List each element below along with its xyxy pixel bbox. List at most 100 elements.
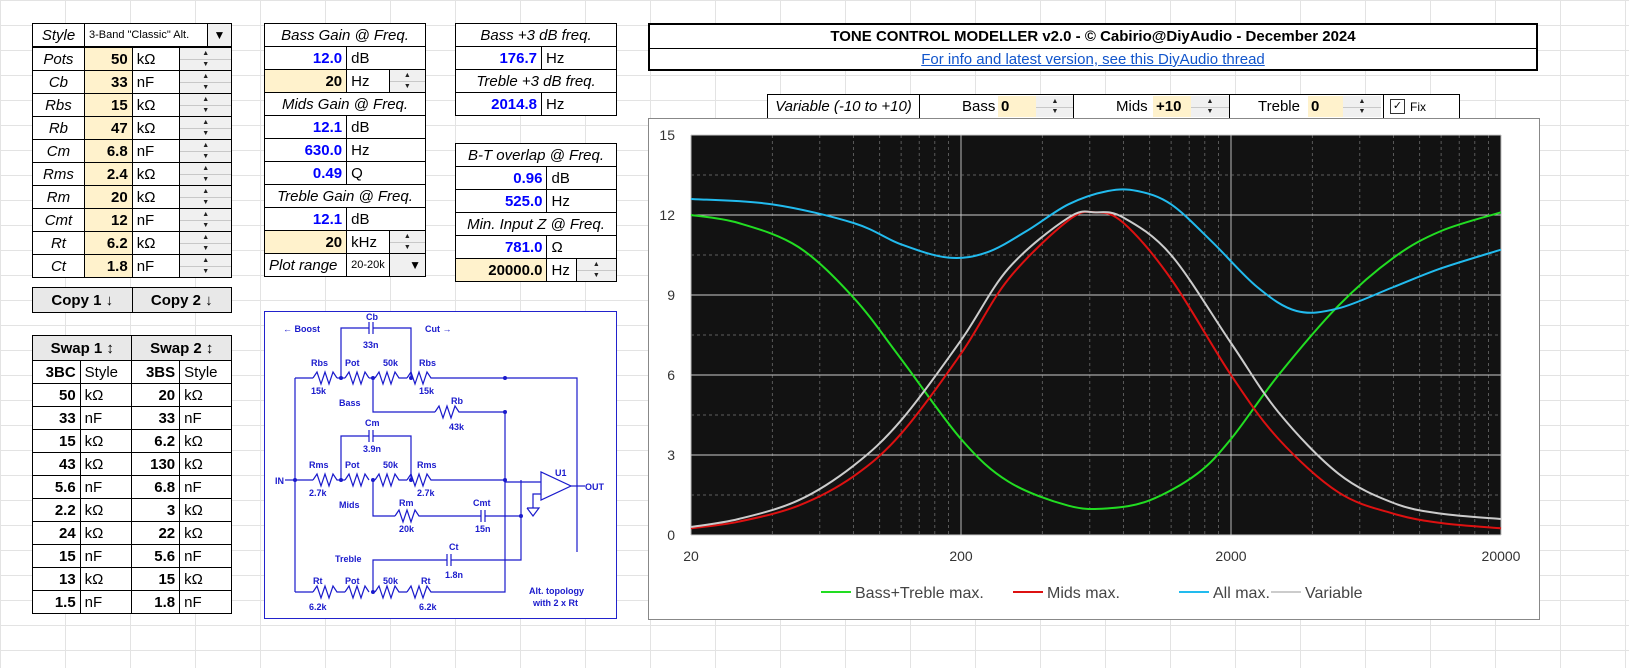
param-name: Pots [32, 47, 85, 71]
parameters-values: Pots 50 kΩ ▲ ▼ Cb 33 nF ▲ ▼ Rbs 15 kΩ ▲ ▼ Rb 47 kΩ ▲ ▼ Cm 6.8… [32, 47, 232, 278]
treble-control-value[interactable]: 0 [1308, 96, 1345, 117]
cut-label: Cut → [425, 324, 452, 334]
style-select[interactable]: 3-Band "Classic" Alt. [84, 23, 208, 47]
param-value[interactable]: 2.4 [83, 162, 133, 186]
bass-control-label: Bass [962, 98, 996, 115]
swap2-button[interactable]: Swap 2 ↕ [131, 335, 232, 361]
min-z-hz-spinner[interactable]: ▲ ▼ [575, 258, 618, 282]
param-spinner[interactable]: ▲ ▼ [179, 231, 232, 255]
param-value[interactable]: 47 [83, 116, 133, 140]
swap-row: 13 kΩ 15 kΩ [32, 567, 232, 591]
ct-label: Ct [449, 542, 459, 552]
plot-range-label: Plot range [263, 253, 348, 277]
rms2-label: Rms [417, 460, 437, 470]
swap1-value: 15 [32, 544, 81, 568]
param-value[interactable]: 20 [83, 185, 133, 209]
swap-row: 50 kΩ 20 kΩ [32, 383, 232, 407]
param-unit: kΩ [131, 162, 181, 186]
u1-label: U1 [555, 468, 567, 478]
mids-control-spinner[interactable]: ▲ ▼ [1191, 96, 1229, 117]
mids-gain-title: Mids Gain @ Freq. [264, 92, 426, 116]
copy1-button[interactable]: Copy 1 ↓ [32, 287, 133, 313]
param-row: Cmt 12 nF ▲ ▼ [32, 208, 232, 232]
param-unit: nF [131, 254, 181, 278]
treble-freq-value[interactable]: 20 [263, 230, 348, 254]
bass-control-value[interactable]: 0 [998, 96, 1037, 117]
bass-freq-value[interactable]: 20 [263, 69, 348, 93]
fix-control: ✓ Fix [1383, 94, 1460, 119]
treble-control-spinner[interactable]: ▲ ▼ [1343, 96, 1381, 117]
ct-value: 1.8n [445, 570, 463, 580]
cmt-value: 15n [475, 524, 491, 534]
info-link[interactable]: For info and latest version, see this Di… [921, 51, 1265, 68]
swap-row: 43 kΩ 130 kΩ [32, 452, 232, 476]
mids-control-value[interactable]: +10 [1153, 96, 1192, 117]
swap2-value: 6.2 [131, 429, 181, 453]
swap1-value: 50 [32, 383, 81, 407]
swap1-value: 13 [32, 567, 81, 591]
bass-control-spinner[interactable]: ▲ ▼ [1036, 96, 1074, 117]
in-label: IN [275, 476, 284, 486]
param-value[interactable]: 6.2 [83, 231, 133, 255]
param-spinner[interactable]: ▲ ▼ [179, 185, 232, 209]
freq-table-top: Bass +3 dB freq. 176.7 Hz Treble +3 dB fr… [455, 23, 617, 116]
copy2-button[interactable]: Copy 2 ↓ [131, 287, 232, 313]
param-spinner[interactable]: ▲ ▼ [179, 139, 232, 163]
param-spinner[interactable]: ▲ ▼ [179, 70, 232, 94]
swap1-unit: kΩ [79, 521, 133, 545]
param-name: Rbs [32, 93, 85, 117]
param-unit: kΩ [131, 93, 181, 117]
swap2-unit: kΩ [179, 498, 232, 522]
param-unit: kΩ [131, 231, 181, 255]
swap-col2-header: 3BS [131, 360, 181, 384]
param-spinner[interactable]: ▲ ▼ [179, 93, 232, 117]
swap-row: 1.5 nF 1.8 nF [32, 590, 232, 614]
y-tick-label: 6 [667, 367, 675, 383]
param-unit: nF [131, 208, 181, 232]
param-value[interactable]: 12 [83, 208, 133, 232]
swap2-unit: nF [179, 406, 232, 430]
treble-freq-spinner[interactable]: ▲ ▼ [388, 230, 427, 254]
treble-control: Treble 0 ▲ ▼ [1229, 94, 1384, 119]
param-value[interactable]: 6.8 [83, 139, 133, 163]
plot-range-select[interactable]: 20-20k [346, 253, 390, 277]
swap1-value: 5.6 [32, 475, 81, 499]
param-spinner[interactable]: ▲ ▼ [179, 254, 232, 278]
cm-value: 3.9n [363, 444, 381, 454]
param-value[interactable]: 50 [83, 47, 133, 71]
treble-branch-label: Treble [335, 554, 362, 564]
param-spinner[interactable]: ▲ ▼ [179, 162, 232, 186]
rt2-value: 6.2k [419, 602, 438, 612]
param-row: Rms 2.4 kΩ ▲ ▼ [32, 162, 232, 186]
swap1-value: 33 [32, 406, 81, 430]
y-tick-label: 12 [659, 207, 675, 223]
rm-value: 20k [399, 524, 415, 534]
swap1-button[interactable]: Swap 1 ↕ [31, 335, 133, 361]
fix-checkbox[interactable]: ✓ [1390, 99, 1405, 114]
variable-label: Variable (-10 to +10) [767, 94, 920, 119]
param-value[interactable]: 15 [83, 93, 133, 117]
pot3-label: Pot [345, 576, 360, 586]
bass-gain-value: 12.0 [263, 46, 348, 70]
style-dropdown-button[interactable]: ▼ [207, 23, 232, 47]
min-z-hz-value[interactable]: 20000.0 [454, 258, 548, 282]
rt1-label: Rt [313, 576, 323, 586]
param-unit: nF [131, 70, 181, 94]
bass3-value: 176.7 [455, 46, 542, 70]
param-unit: nF [131, 139, 181, 163]
checkmark-icon: ✓ [1392, 100, 1403, 112]
bass3-unit: Hz [541, 46, 617, 70]
param-value[interactable]: 33 [83, 70, 133, 94]
param-value[interactable]: 1.8 [83, 254, 133, 278]
rbs2-value: 15k [419, 386, 435, 396]
param-spinner[interactable]: ▲ ▼ [179, 47, 232, 71]
rms1-value: 2.7k [309, 488, 328, 498]
pot2-label: Pot [345, 460, 360, 470]
swap2-unit: nF [179, 475, 232, 499]
param-spinner[interactable]: ▲ ▼ [179, 208, 232, 232]
legend-label: Variable [1305, 585, 1363, 602]
param-spinner[interactable]: ▲ ▼ [179, 116, 232, 140]
bass-freq-spinner[interactable]: ▲ ▼ [388, 69, 427, 93]
plot-range-dropdown[interactable]: ▼ [388, 253, 427, 277]
swap-col1-header: 3BC [32, 360, 81, 384]
